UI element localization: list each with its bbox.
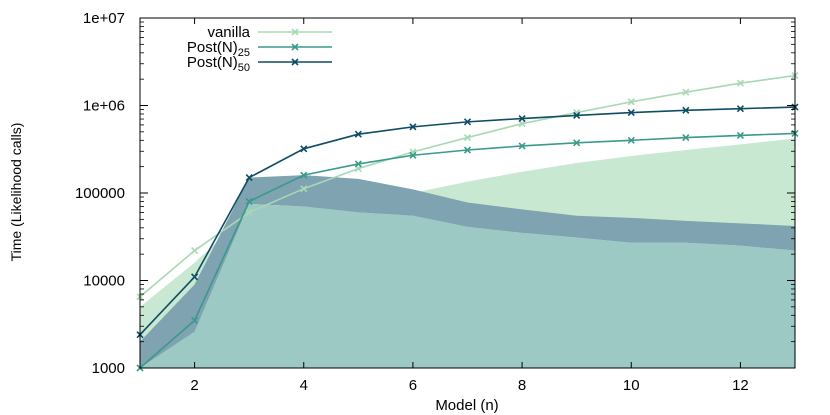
- y-tick-label-10000000: 1e+07: [83, 10, 125, 27]
- x-tick-label-6: 6: [409, 377, 417, 394]
- band-1: [140, 175, 795, 368]
- series-1-point-4: [354, 160, 362, 168]
- series-1-point-10: [682, 134, 690, 142]
- series-1-point-5: [409, 151, 417, 159]
- series-1-point-2: [245, 197, 253, 206]
- series-2-point-10: [682, 106, 690, 114]
- y-tick-label-100000: 100000: [75, 185, 125, 202]
- x-tick-label-8: 8: [518, 377, 526, 394]
- series-1-point-11: [736, 131, 744, 139]
- series-0-point-1: [191, 246, 199, 255]
- band-2: [140, 203, 795, 368]
- series-2-point-3: [300, 145, 308, 153]
- legend-label-1: Post(N)25: [187, 39, 250, 59]
- legend-marker-0: [291, 28, 299, 36]
- series-2-point-7: [518, 114, 526, 123]
- legend-marker-2: [291, 58, 299, 66]
- series-2-point-4: [354, 130, 362, 138]
- y-tick-label-1000: 1000: [92, 360, 125, 377]
- series-1-point-6: [463, 146, 472, 154]
- series-0-point-3: [300, 185, 308, 193]
- legend-subscript-2: 50: [238, 62, 250, 74]
- series-2-point-5: [409, 123, 417, 131]
- series-1-point-3: [300, 171, 308, 179]
- x-tick-label-4: 4: [300, 377, 308, 394]
- x-tick-label-2: 2: [190, 377, 198, 394]
- series-1-point-7: [518, 142, 526, 150]
- series-2-point-6: [463, 118, 472, 126]
- series-2-point-1: [191, 273, 199, 281]
- series-1-point-9: [627, 136, 635, 144]
- series-2-point-2: [245, 174, 253, 182]
- legend-label-2: Post(N)50: [187, 54, 250, 74]
- series-1-point-8: [573, 139, 581, 147]
- x-tick-label-10: 10: [623, 377, 640, 394]
- y-tick-label-10000: 10000: [83, 273, 125, 290]
- series-0-point-11: [736, 79, 744, 87]
- series-0-point-2: [245, 208, 253, 216]
- legend-label-0: vanilla: [207, 24, 250, 41]
- legend-marker-1: [291, 43, 299, 51]
- series-0-point-9: [627, 98, 635, 106]
- y-axis-label: Time (Likelihood calls): [8, 123, 24, 262]
- y-tick-label-1000000: 1e+06: [83, 98, 125, 115]
- series-2-point-9: [627, 109, 635, 117]
- series-layer: [136, 71, 799, 372]
- series-0-point-6: [463, 134, 472, 142]
- series-0-point-10: [682, 88, 690, 96]
- axes-layer: 2 4 6 8 10 12 1000 10000 100000 1e+06 1e+07: [75, 10, 796, 394]
- bands-layer: [140, 138, 795, 368]
- x-tick-label-12: 12: [732, 377, 749, 394]
- series-2-point-8: [573, 111, 581, 119]
- x-axis-label: Model (n): [435, 397, 498, 414]
- legend-subscript-1: 25: [238, 47, 250, 59]
- series-0-point-7: [518, 120, 526, 128]
- series-2-point-11: [736, 105, 744, 113]
- series-1-point-1: [191, 316, 199, 324]
